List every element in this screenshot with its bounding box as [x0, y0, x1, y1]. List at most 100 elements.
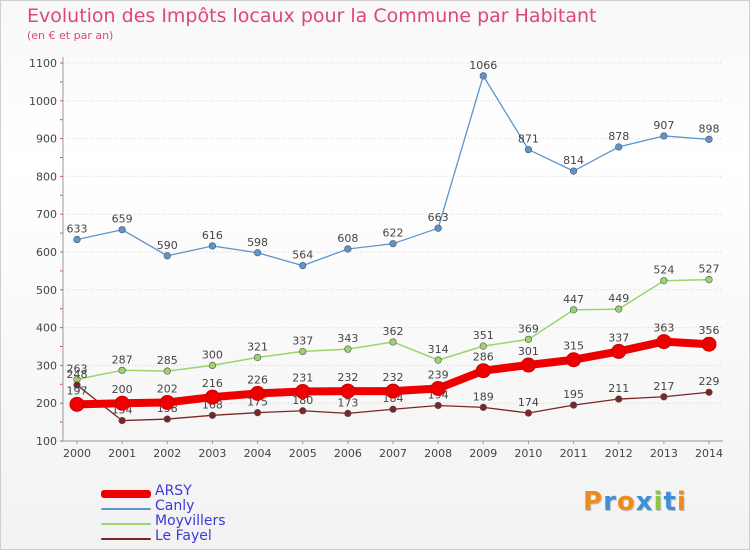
data-label: 663: [428, 211, 449, 224]
data-label: 351: [473, 329, 494, 342]
data-label: 337: [292, 334, 313, 347]
data-label: 301: [518, 345, 539, 358]
data-label: 356: [699, 324, 720, 337]
data-label: 248: [67, 368, 88, 381]
data-point: [389, 405, 397, 413]
data-point: [389, 338, 397, 346]
data-point: [701, 336, 717, 352]
data-label: 608: [337, 232, 358, 245]
legend-label: Canly: [155, 498, 195, 514]
data-label: 202: [157, 382, 178, 395]
data-label: 189: [473, 390, 494, 403]
data-point: [163, 252, 171, 260]
data-label: 226: [247, 373, 268, 386]
data-point: [660, 277, 668, 285]
data-label: 814: [563, 154, 584, 167]
data-label: 449: [608, 292, 629, 305]
x-tick-label: 2000: [63, 447, 91, 460]
data-point: [299, 407, 307, 415]
data-point: [524, 145, 533, 154]
data-label: 174: [518, 396, 539, 409]
data-point: [656, 334, 672, 350]
y-tick-label: 1100: [29, 57, 57, 70]
data-label: 195: [563, 388, 584, 401]
series-arsy: 197 200 202 216 226 231 232 232 239 286 301 315 337 3…: [67, 322, 720, 412]
data-point: [660, 393, 668, 401]
data-point: [705, 388, 713, 396]
data-label: 175: [247, 396, 268, 409]
data-label: 217: [653, 380, 674, 393]
data-point: [253, 249, 262, 257]
data-label: 362: [383, 325, 404, 338]
data-label: 659: [112, 213, 133, 226]
data-point: [566, 352, 582, 368]
data-label: 285: [157, 354, 178, 367]
data-point: [253, 353, 262, 362]
y-tick-label: 500: [36, 284, 57, 297]
data-point: [479, 72, 487, 80]
data-point: [524, 409, 533, 417]
data-point: [208, 361, 217, 370]
data-label: 173: [337, 396, 358, 409]
data-label: 263: [67, 362, 88, 375]
x-tick-label: 2011: [560, 447, 588, 460]
data-label: 622: [383, 227, 404, 240]
data-label: 321: [247, 340, 268, 353]
data-point: [344, 345, 352, 353]
x-tick-label: 2013: [650, 447, 678, 460]
data-point: [163, 367, 171, 375]
data-point: [615, 305, 623, 313]
data-point: [615, 143, 623, 151]
data-point: [69, 396, 85, 412]
y-tick-label: 700: [36, 208, 57, 221]
y-tick-label: 600: [36, 246, 57, 259]
data-point: [208, 242, 217, 250]
data-point: [163, 415, 171, 423]
y-tick-label: 200: [36, 397, 57, 410]
x-tick-label: 2008: [424, 447, 452, 460]
data-label: 314: [428, 343, 449, 356]
data-point: [118, 416, 126, 425]
data-label: 1066: [469, 59, 497, 72]
data-point: [569, 401, 578, 409]
data-point: [660, 132, 668, 140]
data-label: 232: [383, 371, 404, 384]
data-label: 878: [608, 130, 629, 143]
y-tick-label: 900: [36, 133, 57, 146]
legend-swatch: [101, 507, 151, 510]
data-label: 286: [473, 351, 494, 364]
data-label: 197: [67, 384, 88, 397]
data-label: 337: [608, 331, 629, 344]
data-point: [344, 245, 352, 253]
data-point: [295, 383, 311, 399]
data-point: [204, 389, 220, 405]
x-tick-label: 2004: [244, 447, 272, 460]
chart-subtitle: (en € et par an): [27, 29, 114, 42]
data-point: [434, 224, 442, 232]
data-point: [475, 363, 491, 379]
legend-swatch: [101, 489, 151, 498]
data-point: [434, 401, 442, 410]
y-tick-label: 300: [36, 359, 57, 372]
y-tick-label: 400: [36, 322, 57, 335]
legend-label: Moyvillers: [155, 513, 226, 529]
data-label: 871: [518, 133, 539, 146]
data-label: 232: [337, 371, 358, 384]
data-point: [705, 275, 713, 284]
x-tick-label: 2003: [198, 447, 226, 460]
data-label: 343: [337, 332, 358, 345]
data-label: 287: [112, 353, 133, 366]
data-label: 211: [608, 382, 629, 395]
data-point: [705, 135, 713, 143]
data-point: [569, 306, 578, 314]
x-tick-label: 2010: [514, 447, 542, 460]
legend-swatch: [101, 537, 151, 540]
data-point: [114, 395, 130, 411]
y-tick-label: 100: [36, 435, 57, 448]
legend-swatch: [101, 522, 151, 525]
data-point: [569, 167, 578, 175]
data-point: [299, 347, 307, 356]
data-label: 369: [518, 322, 539, 335]
